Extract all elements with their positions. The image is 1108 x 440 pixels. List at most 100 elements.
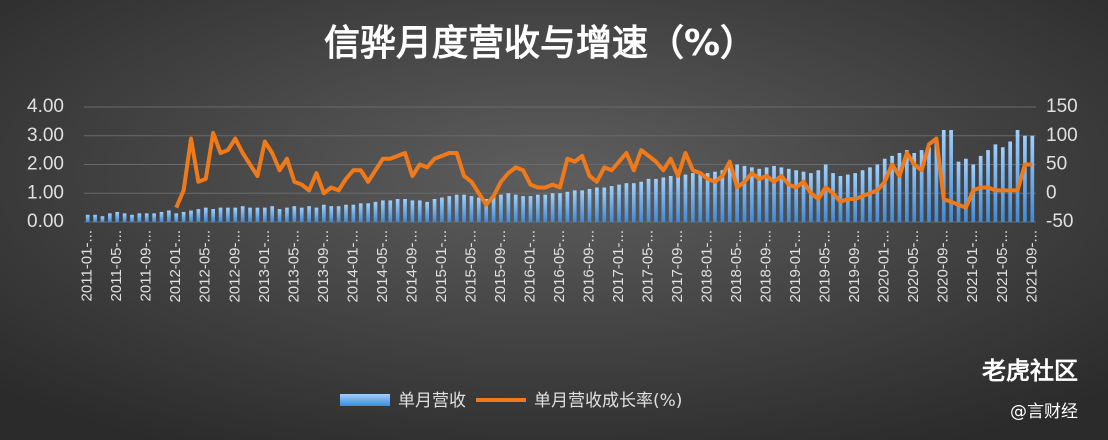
bar — [897, 153, 902, 222]
bar — [440, 197, 444, 222]
bar — [499, 194, 503, 222]
bar — [580, 190, 584, 222]
bar — [572, 190, 577, 222]
x-tick-label: 2019-05-... — [817, 230, 834, 303]
x-tick-label: 2018-05-... — [728, 230, 745, 303]
bar — [403, 199, 407, 222]
bar — [764, 167, 769, 222]
bar — [336, 206, 341, 222]
legend-label: 单月营收成长率(%) — [534, 391, 682, 411]
bar — [152, 213, 156, 222]
bar — [690, 173, 695, 222]
x-tick-label: 2011-01-... — [79, 230, 96, 301]
bar — [558, 193, 562, 222]
chart-title: 信骅月度营收与增速（%） — [324, 23, 756, 64]
bar — [107, 213, 112, 222]
bar — [329, 206, 334, 222]
x-tick-label: 2017-05-... — [640, 230, 657, 303]
x-tick-label: 2019-09-... — [846, 230, 863, 303]
bar — [772, 165, 776, 222]
bar — [624, 183, 629, 222]
bar — [285, 207, 289, 222]
y2-tick-label: 0 — [1046, 182, 1057, 203]
bar — [137, 213, 142, 222]
x-tick-label: 2017-09-... — [669, 230, 686, 303]
bar — [661, 177, 666, 222]
bar — [727, 167, 732, 222]
x-tick-label: 2015-05-... — [462, 230, 479, 303]
bar — [277, 209, 282, 222]
bar — [454, 194, 459, 222]
bar — [757, 168, 762, 222]
bar — [410, 200, 415, 222]
bar — [314, 207, 319, 222]
x-tick-label: 2021-09-... — [1023, 230, 1040, 303]
bar — [809, 173, 813, 222]
bar — [698, 171, 703, 222]
bar — [919, 150, 924, 222]
bar — [447, 196, 452, 222]
bar — [720, 170, 725, 222]
bar — [167, 210, 171, 222]
x-tick-label: 2011-09-... — [138, 230, 155, 301]
bar — [617, 184, 621, 222]
bar — [595, 187, 599, 222]
y-tick-label: 3.00 — [27, 125, 64, 146]
x-tick-label: 2018-09-... — [758, 230, 775, 303]
y2-tick-label: -50 — [1046, 211, 1073, 232]
bar — [890, 155, 894, 222]
y2-tick-label: 150 — [1046, 96, 1078, 117]
x-tick-label: 2014-01-... — [344, 230, 361, 303]
bar — [831, 173, 835, 222]
bar — [964, 158, 968, 222]
bar — [801, 171, 806, 222]
bar — [949, 130, 953, 222]
bar — [270, 206, 275, 222]
bar — [417, 200, 422, 222]
x-tick-label: 2020-01-... — [876, 230, 893, 303]
x-tick-label: 2012-09-... — [226, 230, 243, 303]
bar — [211, 209, 215, 222]
bar — [100, 216, 105, 222]
bar — [248, 207, 252, 222]
bar — [462, 194, 466, 222]
x-tick-label: 2016-05-... — [551, 230, 568, 303]
bar — [85, 214, 90, 222]
bar — [565, 191, 570, 222]
bar — [779, 167, 784, 222]
bar — [395, 199, 400, 222]
x-tick-label: 2021-01-... — [964, 230, 981, 303]
bar — [609, 186, 614, 222]
bar — [676, 176, 680, 222]
x-tick-label: 2013-01-... — [256, 230, 273, 303]
bar — [476, 197, 481, 222]
bar — [358, 203, 363, 222]
bar — [705, 173, 710, 222]
y2-tick-label: 100 — [1046, 125, 1078, 146]
bar — [159, 211, 164, 222]
bar — [794, 170, 798, 222]
line — [174, 130, 1033, 210]
bar — [750, 167, 754, 222]
bar — [122, 213, 127, 222]
bar — [491, 196, 496, 222]
x-tick-label: 2012-05-... — [197, 230, 214, 303]
bar — [941, 130, 946, 222]
bar — [587, 188, 592, 222]
bar — [196, 209, 201, 222]
bar — [307, 206, 311, 222]
bar — [602, 187, 607, 222]
x-tick-label: 2014-05-... — [374, 230, 391, 303]
bar — [536, 194, 540, 222]
bar — [344, 204, 348, 222]
bar — [299, 207, 304, 222]
bar — [425, 201, 430, 222]
bar — [668, 176, 673, 222]
bar — [631, 183, 636, 222]
bar — [786, 168, 791, 222]
bar — [130, 214, 134, 222]
bar — [993, 144, 998, 222]
x-tick-label: 2020-05-... — [905, 230, 922, 303]
bar — [683, 174, 688, 222]
bar — [144, 213, 149, 222]
